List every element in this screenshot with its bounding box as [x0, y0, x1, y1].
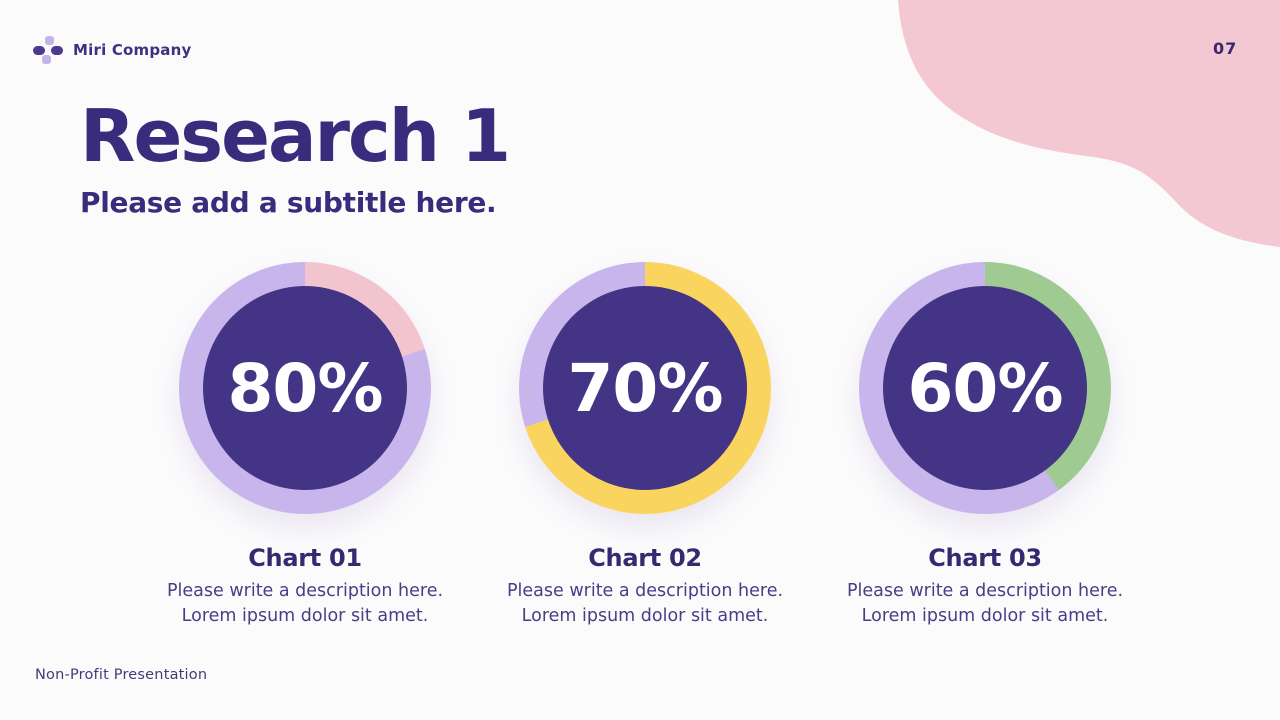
- chart-2-description-line-2: Lorem ipsum dolor sit amet.: [521, 605, 769, 626]
- logo-dot-left: [33, 46, 45, 55]
- chart-column-3: 60% Chart 03 Please write a description …: [815, 262, 1155, 629]
- page-title: Research 1: [80, 94, 511, 178]
- chart-2-label: Chart 02: [588, 544, 702, 572]
- decorative-blob-shape: [898, 0, 1280, 247]
- donut-chart-1-inner: 80%: [203, 286, 407, 490]
- logo-dot-top: [45, 36, 54, 45]
- chart-column-2: 70% Chart 02 Please write a description …: [475, 262, 815, 629]
- chart-3-description: Please write a description here. Lorem i…: [847, 579, 1123, 629]
- brand-name: Miri Company: [73, 41, 192, 59]
- chart-1-description: Please write a description here. Lorem i…: [167, 579, 443, 629]
- brand-logo-icon: [33, 36, 63, 64]
- logo-dot-bottom: [42, 55, 51, 64]
- chart-column-1: 80% Chart 01 Please write a description …: [135, 262, 475, 629]
- chart-2-description: Please write a description here. Lorem i…: [507, 579, 783, 629]
- chart-3-description-line-1: Please write a description here.: [846, 581, 1124, 601]
- donut-chart-3: 60%: [859, 262, 1111, 514]
- chart-3-description-line-2: Lorem ipsum dolor sit amet.: [861, 605, 1109, 626]
- donut-chart-2-inner: 70%: [543, 286, 747, 490]
- brand-header: Miri Company: [33, 36, 192, 64]
- title-block: Research 1 Please add a subtitle here.: [80, 94, 511, 219]
- donut-chart-3-value: 60%: [907, 349, 1064, 427]
- decorative-blob: [898, 0, 1280, 247]
- logo-dot-right: [51, 46, 63, 55]
- footer-label: Non-Profit Presentation: [35, 667, 208, 683]
- chart-2-description-line-1: Please write a description here.: [506, 581, 784, 601]
- donut-chart-2: 70%: [519, 262, 771, 514]
- chart-1-description-line-2: Lorem ipsum dolor sit amet.: [181, 605, 429, 626]
- page-subtitle: Please add a subtitle here.: [80, 186, 497, 219]
- donut-chart-3-inner: 60%: [883, 286, 1087, 490]
- chart-1-label: Chart 01: [248, 544, 362, 572]
- page-number: 07: [1213, 39, 1238, 58]
- chart-1-description-line-1: Please write a description here.: [166, 581, 444, 601]
- chart-3-label: Chart 03: [928, 544, 1042, 572]
- donut-chart-1-value: 80%: [227, 349, 384, 427]
- charts-row: 80% Chart 01 Please write a description …: [135, 262, 1155, 629]
- donut-chart-2-value: 70%: [567, 349, 724, 427]
- donut-chart-1: 80%: [179, 262, 431, 514]
